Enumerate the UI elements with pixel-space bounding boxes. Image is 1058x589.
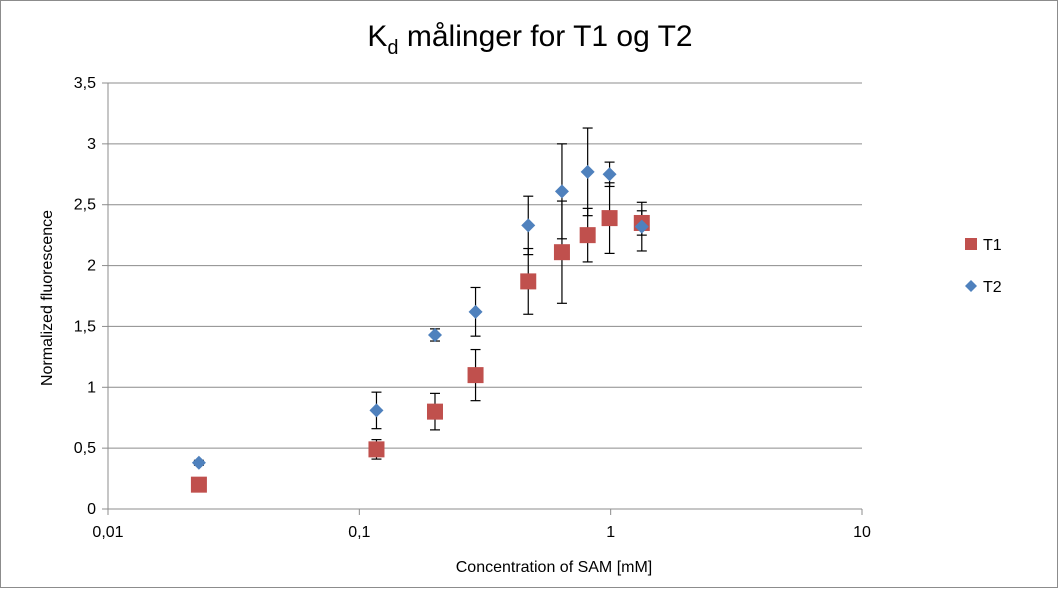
x-tick-label: 1 [606,524,615,541]
y-tick-label: 0 [87,501,96,518]
chart-title-main: K [367,20,387,53]
chart-title-subscript: d [387,37,398,59]
x-axis-label: Concentration of SAM [mM] [456,559,653,576]
data-point-t1 [579,227,596,244]
data-point-t1 [467,367,484,384]
data-point-t2 [634,219,649,234]
y-tick-label: 3 [87,136,96,153]
y-tick-label: 2 [87,258,96,275]
y-tick-label: 3,5 [74,75,96,92]
chart-title-rest: målinger for T1 og T2 [399,20,693,53]
data-point-t2 [427,327,442,342]
data-markers [190,164,650,493]
y-tick-label: 0,5 [74,440,96,457]
chart-title: Kd målinger for T1 og T2 [367,20,692,59]
legend-item-t1[interactable]: T1 [965,237,1002,254]
data-point-t1 [601,210,618,227]
x-tick-label: 0,01 [92,524,123,541]
data-point-t2 [554,184,569,199]
data-point-t2 [580,164,595,179]
data-point-t1 [426,403,443,420]
legend-marker-t2 [965,280,977,292]
x-tick-labels: 0,01 0,1 1 10 [92,524,871,541]
data-point-t2 [369,403,384,418]
data-point-t1 [553,244,570,261]
data-point-t2 [521,218,536,233]
error-bars [193,127,647,466]
grid-lines [108,82,862,449]
y-tick-label: 1,5 [74,318,96,335]
legend-label-t1: T1 [983,237,1002,254]
legend-item-t2[interactable]: T2 [965,279,1002,296]
y-tick-labels: 0 0,5 1 1,5 2 2,5 3 3,5 [74,75,96,518]
y-tick-label: 1 [87,379,96,396]
legend-marker-t1 [965,238,977,250]
legend-label-t2: T2 [983,279,1002,296]
legend[interactable]: T1 T2 [965,237,1002,296]
data-point-t2 [191,455,206,470]
data-point-t2 [602,167,617,182]
data-point-t1 [520,273,537,290]
data-point-t1 [190,476,207,493]
x-tick-label: 10 [853,524,871,541]
data-point-t2 [468,304,483,319]
y-axis-label: Normalized fluorescence [39,210,56,386]
data-point-t1 [368,441,385,458]
y-tick-label: 2,5 [74,197,96,214]
axes [102,82,863,515]
x-tick-label: 0,1 [348,524,370,541]
